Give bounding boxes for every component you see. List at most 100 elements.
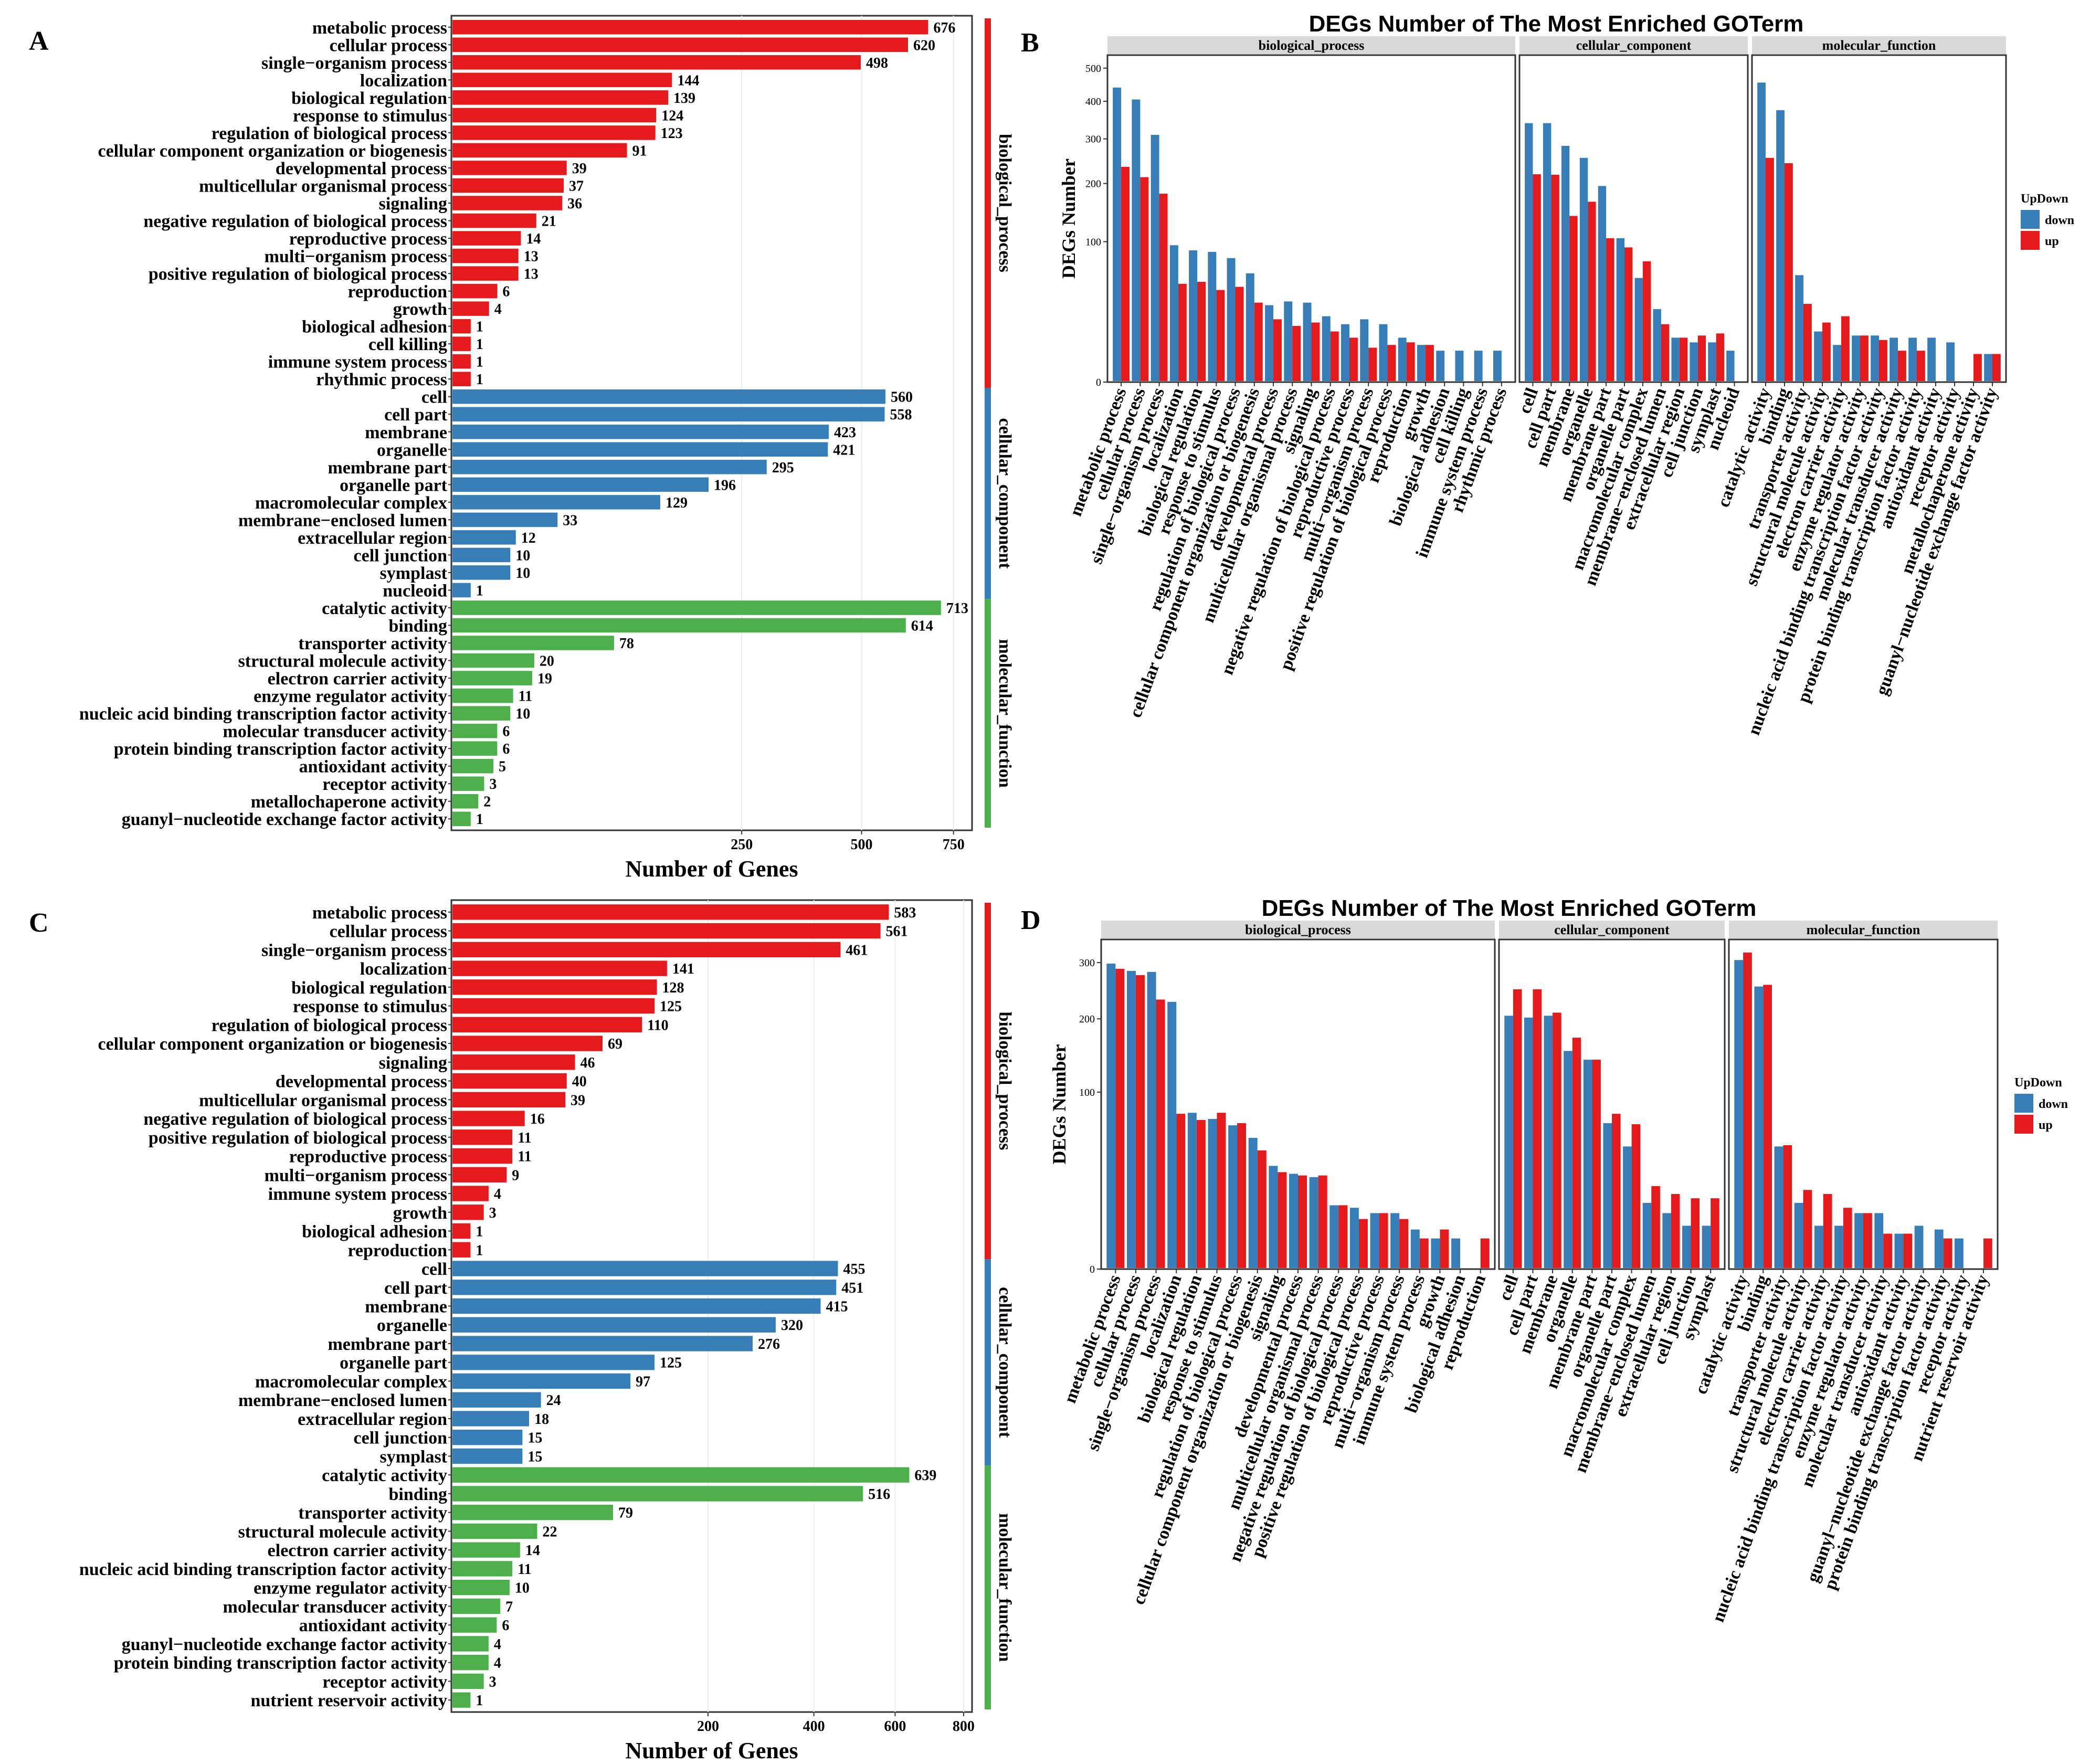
bar-up-molecular-transducer-activity xyxy=(1898,351,1906,381)
facet-strip-molecular-function xyxy=(1752,36,2006,54)
bar-up-localization xyxy=(1176,1114,1186,1268)
bar-macromolecular-complex xyxy=(452,495,660,510)
bar-up-immune-system-process xyxy=(1419,1238,1429,1268)
bar-down-cell-junction xyxy=(1690,342,1698,381)
facet-strip-biological-process xyxy=(1107,36,1515,54)
bar-value-label: 620 xyxy=(913,37,935,54)
bar-down-cellular-process xyxy=(1126,970,1136,1268)
bar-value-label: 455 xyxy=(843,1261,865,1277)
bar-value-label: 141 xyxy=(672,961,694,977)
term-label: cellular component organization or bioge… xyxy=(98,141,447,161)
term-label: nucleoid xyxy=(383,581,447,600)
facet-label: molecular_function xyxy=(1822,38,1936,53)
bar-value-label: 1 xyxy=(476,354,483,371)
bar-receptor-activity xyxy=(452,1673,484,1689)
bar-up-multi-organism-process xyxy=(1399,1219,1409,1268)
bar-value-label: 1 xyxy=(476,583,483,599)
bar-down-multicellular-organismal-process xyxy=(1309,1177,1318,1268)
bar-down-enzyme-regulator-activity xyxy=(1854,1213,1863,1268)
bar-receptor-activity xyxy=(452,776,484,791)
bar-up-cell-part xyxy=(1533,989,1542,1268)
bar-value-label: 125 xyxy=(660,1355,682,1371)
bar-guanyl-nucleotide-exchange-factor-activity xyxy=(452,811,471,826)
bar-down-cellular-component-organization-or-biogenesis xyxy=(1245,273,1254,381)
bar-down-catalytic-activity xyxy=(1734,960,1744,1268)
term-label: positive regulation of biological proces… xyxy=(149,265,447,284)
bar-down-localization xyxy=(1167,1001,1177,1268)
bar-value-label: 516 xyxy=(868,1486,890,1503)
term-label: negative regulation of biological proces… xyxy=(143,212,447,231)
bar-membrane xyxy=(452,1298,821,1314)
panel-letter-c: C xyxy=(29,908,49,938)
bar-value-label: 39 xyxy=(572,161,587,177)
bar-membrane-part xyxy=(452,460,767,474)
bar-reproduction xyxy=(452,1242,471,1258)
bar-organelle-part xyxy=(452,477,709,492)
bar-value-label: 276 xyxy=(758,1336,780,1353)
x-axis-title: Number of Genes xyxy=(625,1738,798,1763)
bar-up-enzyme-regulator-activity xyxy=(1860,335,1869,381)
bar-up-cell xyxy=(1533,174,1541,381)
bar-protein-binding-transcription-factor-activity xyxy=(452,741,498,756)
bar-cell xyxy=(452,1261,838,1276)
legend-label-down: down xyxy=(2045,214,2074,227)
bar-down-guanyl-nucleotide-exchange-factor-activity xyxy=(1984,354,1992,381)
bar-up-protein-binding-transcription-factor-activity xyxy=(1943,1238,1952,1268)
bar-down-protein-binding-transcription-factor-activity xyxy=(1934,1229,1944,1268)
bar-up-growth xyxy=(1425,345,1434,381)
bar-value-label: 129 xyxy=(666,495,688,511)
bar-up-organelle xyxy=(1588,202,1596,381)
bar-up-reproductive-process xyxy=(1379,1213,1388,1268)
bar-up-transporter-activity xyxy=(1803,304,1812,381)
term-label: receptor activity xyxy=(322,1672,447,1692)
bar-down-binding xyxy=(1776,110,1785,382)
group-label-biological-process: biological_process xyxy=(995,1012,1015,1150)
bar-nucleoid xyxy=(452,583,471,598)
bar-value-label: 3 xyxy=(489,1205,497,1221)
bar-value-label: 14 xyxy=(525,1543,540,1559)
bar-up-negative-regulation-of-biological-process xyxy=(1338,1205,1348,1268)
bar-up-protein-binding-transcription-factor-activity xyxy=(1917,351,1925,381)
term-label: macromolecular complex xyxy=(255,1372,447,1391)
bar-up-symplast xyxy=(1711,1198,1719,1268)
term-label: binding xyxy=(388,1485,447,1504)
bar-up-nucleic-acid-binding-transcription-factor-activity xyxy=(1879,340,1887,381)
bar-down-membrane-part xyxy=(1583,1060,1592,1268)
bar-localization xyxy=(452,72,672,88)
y-tick-label: 300 xyxy=(1085,134,1101,145)
bar-cell-part xyxy=(452,407,885,421)
bar-up-positive-regulation-of-biological-process xyxy=(1387,345,1396,381)
bar-value-label: 1 xyxy=(476,372,483,388)
bar-up-cell xyxy=(1513,989,1522,1268)
term-label: antioxidant activity xyxy=(299,1616,447,1635)
bar-value-label: 110 xyxy=(647,1017,668,1033)
bar-down-extracellular-region xyxy=(1671,337,1680,381)
term-label: immune system process xyxy=(268,1185,447,1204)
term-label: electron carrier activity xyxy=(268,669,447,689)
bar-value-label: 7 xyxy=(505,1599,513,1615)
bar-antioxidant-activity xyxy=(452,1617,497,1633)
bar-value-label: 3 xyxy=(489,776,497,793)
term-label: biological regulation xyxy=(291,978,447,998)
bar-up-binding xyxy=(1763,985,1772,1268)
bar-binding xyxy=(452,618,906,633)
bar-developmental-process xyxy=(452,1073,567,1089)
bar-value-label: 4 xyxy=(494,301,502,318)
x-tick-label: 400 xyxy=(803,1718,825,1735)
bar-down-single-organism-process xyxy=(1150,134,1159,381)
bar-value-label: 15 xyxy=(527,1430,542,1446)
term-label: regulation of biological process xyxy=(212,124,447,143)
bar-immune-system-process xyxy=(452,1186,489,1201)
bar-value-label: 11 xyxy=(518,1561,531,1578)
bar-down-regulation-of-biological-process xyxy=(1227,258,1236,381)
bar-value-label: 1 xyxy=(476,1224,483,1240)
bar-down-biological-adhesion xyxy=(1451,1238,1461,1268)
bar-down-growth xyxy=(1431,1238,1440,1268)
bar-symplast xyxy=(452,1448,523,1464)
bar-value-label: 713 xyxy=(946,600,968,617)
legend-label-up: up xyxy=(2039,1118,2053,1132)
bar-value-label: 9 xyxy=(512,1167,519,1184)
bar-electron-carrier-activity xyxy=(452,671,532,685)
bar-down-membrane-part xyxy=(1598,186,1607,381)
term-label: membrane part xyxy=(328,458,447,478)
